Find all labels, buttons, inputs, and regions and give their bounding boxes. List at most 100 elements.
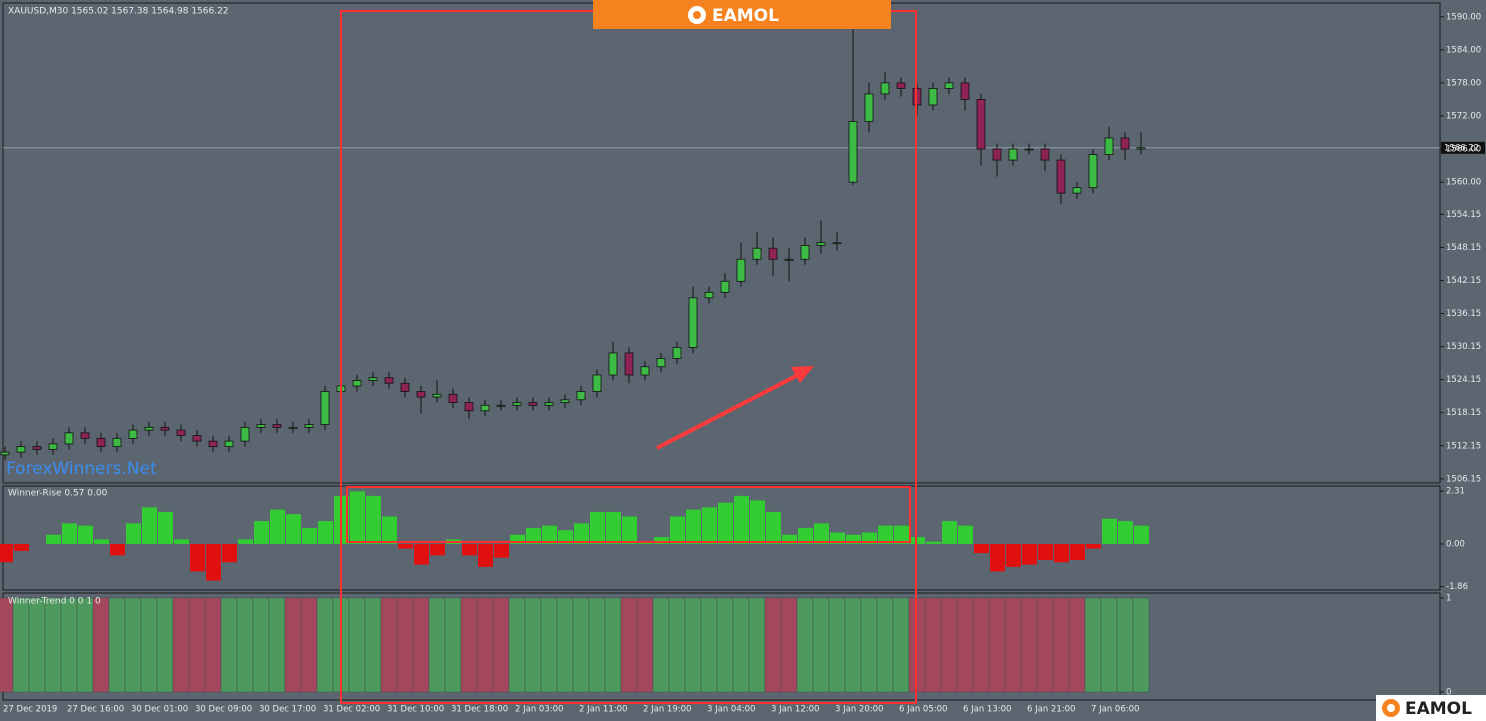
candle-body (304, 424, 314, 428)
candle-body (1056, 159, 1066, 194)
candle-body (816, 242, 826, 246)
x-tick-label: 2 Jan 11:00 (579, 705, 627, 715)
candle-body (1040, 148, 1050, 161)
histogram-bar (254, 521, 269, 544)
x-tick-label: 27 Dec 2019 (3, 705, 57, 715)
watermark: ForexWinners.Net (6, 459, 157, 479)
histogram-bar (974, 543, 989, 554)
candle-body (576, 391, 586, 401)
candle-body (432, 393, 442, 398)
histogram-bar (1118, 521, 1133, 544)
trend-bar (748, 597, 766, 693)
trend-bar (828, 597, 846, 693)
histogram-bar (686, 509, 701, 544)
price-tag-label: 1566.22 (1444, 143, 1479, 153)
histogram-bar (670, 516, 685, 544)
histogram-bar (894, 525, 909, 544)
logo-icon (693, 11, 701, 19)
candle-body (864, 93, 874, 122)
trend-bar (252, 597, 270, 693)
y-tick-label: 1536.15 (1446, 309, 1481, 319)
candle-body (672, 347, 682, 359)
trend-bar (284, 597, 302, 693)
y-tick-label: 1578.00 (1446, 78, 1481, 88)
trend-bar (60, 597, 78, 693)
candle-body (144, 426, 154, 431)
logo-icon (1387, 704, 1395, 712)
candle-body (176, 429, 186, 437)
candle-body (16, 446, 26, 453)
histogram-bar (350, 491, 365, 544)
candle-body (832, 242, 842, 245)
trend-bar (300, 597, 318, 693)
candle-body (0, 451, 10, 456)
histogram-bar (1070, 543, 1085, 560)
x-tick-label: 6 Jan 05:00 (899, 705, 947, 715)
highlight-box (346, 486, 911, 543)
y-tick-label: 2.31 (1446, 487, 1465, 497)
candle-body (1088, 154, 1098, 189)
trend-bar (1132, 597, 1150, 693)
histogram-bar (94, 539, 109, 544)
histogram-bar (654, 537, 669, 544)
y-tick-label: 1554.15 (1446, 210, 1481, 220)
trend-bar (188, 597, 206, 693)
x-tick-label: 30 Dec 17:00 (259, 705, 316, 715)
histogram-bar (158, 511, 173, 544)
candle-body (64, 432, 74, 445)
trend-bar (1004, 597, 1022, 693)
histogram-bar (126, 523, 141, 544)
histogram-bar (318, 521, 333, 544)
candle-body (400, 382, 410, 392)
price-tag (1441, 141, 1485, 154)
candle-body (1072, 187, 1082, 194)
histogram-bar (526, 527, 541, 544)
trend-bar (364, 597, 382, 693)
y-tick-label: 1524.15 (1446, 375, 1481, 385)
y-tick-label: 1572.00 (1446, 111, 1481, 121)
y-tick-label: 1584.00 (1446, 45, 1481, 55)
y-tick-label: 1530.15 (1446, 342, 1481, 352)
candle-body (224, 440, 234, 448)
arrow-head (791, 366, 814, 383)
histogram-bar (430, 543, 445, 556)
candle-body (256, 424, 266, 428)
trend-bar (668, 597, 686, 693)
trend-bar (956, 597, 974, 693)
candle-body (928, 88, 938, 106)
candle-body (288, 426, 298, 429)
y-tick-label: 0.00 (1446, 539, 1465, 549)
x-tick-label: 31 Dec 18:00 (451, 705, 508, 715)
candle-body (624, 352, 634, 376)
x-tick-label: 2 Jan 03:00 (515, 705, 563, 715)
histogram-bar (110, 543, 125, 556)
candle-body (544, 402, 554, 406)
y-tick-label: 1542.15 (1446, 276, 1481, 286)
x-tick-label: 3 Jan 12:00 (771, 705, 819, 715)
histogram-bar (830, 532, 845, 544)
candle-body (800, 245, 810, 260)
trend-bar (396, 597, 414, 693)
histogram-bar (574, 523, 589, 544)
x-tick-label: 2 Jan 19:00 (643, 705, 691, 715)
candle-body (848, 121, 858, 183)
trend-bar (540, 597, 558, 693)
candle-body (640, 366, 650, 376)
trend-bar (1052, 597, 1070, 693)
trend-bar (684, 597, 702, 693)
y-tick-label: -1.86 (1446, 582, 1468, 592)
x-tick-label: 7 Jan 06:00 (1091, 705, 1139, 715)
candle-body (880, 82, 890, 95)
y-tick-label: 1590.00 (1446, 12, 1481, 22)
trend-bar (1068, 597, 1086, 693)
trend-bar (140, 597, 158, 693)
trend-bar (268, 597, 286, 693)
histogram-bar (1006, 543, 1021, 567)
logo-text: EAMOL (1405, 699, 1472, 719)
histogram-bar (0, 543, 13, 563)
candle-body (160, 426, 170, 431)
y-tick-label: 1548.15 (1446, 243, 1481, 253)
trend-bar (524, 597, 542, 693)
candle-body (352, 380, 362, 387)
candle-body (944, 82, 954, 89)
